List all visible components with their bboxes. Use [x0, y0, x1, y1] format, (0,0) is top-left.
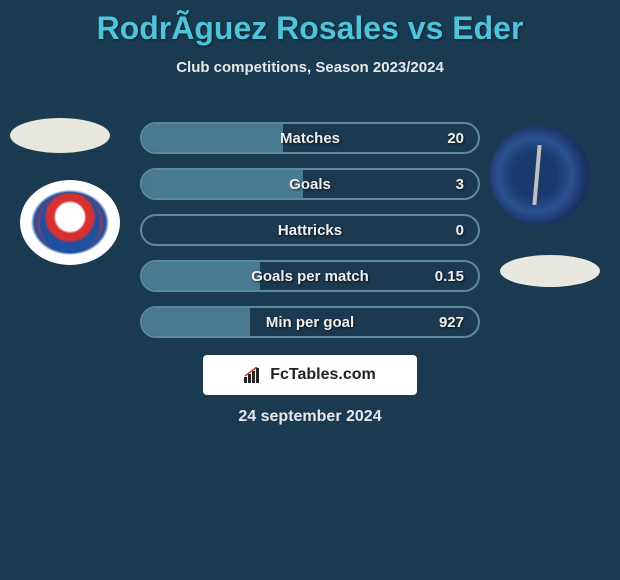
stat-bar-goals-per-match: Goals per match 0.15 [140, 260, 480, 292]
page-title: RodrÃ­guez Rosales vs Eder [0, 0, 620, 47]
stat-bar-goals: Goals 3 [140, 168, 480, 200]
stat-fill [142, 308, 250, 336]
stats-container: Matches 20 Goals 3 Hattricks 0 Goals per… [140, 122, 480, 352]
brand-text: FcTables.com [270, 366, 376, 384]
stat-fill [142, 170, 303, 198]
jersey-zip-icon [532, 145, 541, 205]
stat-bar-hattricks: Hattricks 0 [140, 214, 480, 246]
stat-label: Min per goal [266, 314, 354, 331]
date-text: 24 september 2024 [0, 408, 620, 426]
branding-box[interactable]: FcTables.com [203, 355, 417, 395]
stat-label: Goals [289, 176, 331, 193]
chart-icon [244, 367, 264, 383]
player-right-club-placeholder [500, 255, 600, 287]
stat-fill [142, 124, 283, 152]
player-right-avatar [490, 125, 590, 225]
player-left-avatar-placeholder [10, 118, 110, 153]
stat-value: 3 [456, 176, 464, 193]
stat-fill [142, 262, 260, 290]
stat-value: 927 [439, 314, 464, 331]
club-badge-icon [40, 193, 100, 253]
stat-value: 0.15 [435, 268, 464, 285]
stat-bar-matches: Matches 20 [140, 122, 480, 154]
subtitle: Club competitions, Season 2023/2024 [0, 59, 620, 76]
stat-value: 0 [456, 222, 464, 239]
stat-label: Matches [280, 130, 340, 147]
stat-value: 20 [447, 130, 464, 147]
stat-label: Hattricks [278, 222, 342, 239]
stat-bar-min-per-goal: Min per goal 927 [140, 306, 480, 338]
player-left-club-badge [20, 180, 120, 265]
stat-label: Goals per match [251, 268, 369, 285]
